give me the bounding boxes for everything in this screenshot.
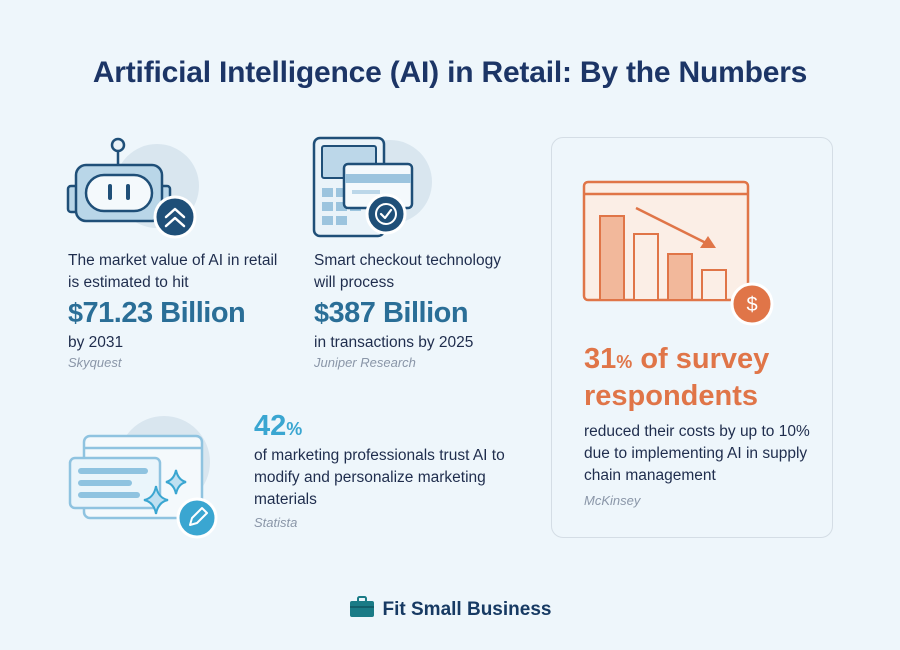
robot-icon	[62, 134, 202, 244]
briefcase-logo-icon	[349, 596, 375, 623]
marketing-text: of marketing professionals trust AI to m…	[254, 447, 505, 508]
marketing-percent-number: 42	[254, 410, 287, 442]
supply-chain-percent-number: 31	[584, 343, 617, 375]
market-currency: $	[68, 298, 83, 328]
supply-chain-source: McKinsey	[584, 493, 641, 508]
market-value-number: 71.23 Billion	[82, 297, 246, 329]
market-value: $71.23 Billion	[68, 297, 278, 330]
svg-text:$: $	[746, 294, 757, 316]
market-stat: The market value of AI in retail is esti…	[68, 250, 278, 370]
page-title: Artificial Intelligence (AI) in Retail: …	[92, 56, 808, 89]
checkout-value-number: 387 Billion	[328, 297, 469, 329]
supply-chain-headline-rest: of survey respondents	[584, 343, 770, 412]
marketing-stat: 42% of marketing professionals trust AI …	[254, 410, 524, 530]
supply-chain-text: reduced their costs by up to 10% due to …	[584, 423, 810, 484]
market-suffix: by 2031	[68, 334, 124, 351]
checkout-intro: Smart checkout technology will process	[314, 252, 501, 291]
footer-brand: Fit Small Business	[0, 596, 900, 623]
supply-chain-headline: 31% of survey respondents	[584, 342, 824, 413]
market-intro: The market value of AI in retail is esti…	[68, 252, 278, 291]
ai-sparkle-edit-icon	[64, 410, 224, 540]
checkout-suffix: in transactions by 2025	[314, 334, 474, 351]
checkout-source: Juniper Research	[314, 355, 416, 370]
checkout-currency: $	[314, 298, 329, 328]
checkout-stat: Smart checkout technology will process $…	[314, 250, 524, 370]
marketing-percent-unit: %	[286, 419, 303, 439]
supply-chain-percent-unit: %	[616, 352, 633, 372]
declining-bar-chart-icon: $	[580, 178, 776, 328]
market-source: Skyquest	[68, 355, 122, 370]
brand-name[interactable]: Fit Small Business	[382, 598, 552, 620]
marketing-percent: 42%	[254, 410, 524, 443]
supply-chain-stat: 31% of survey respondents reduced their …	[584, 342, 824, 508]
pos-terminal-icon	[308, 134, 438, 244]
marketing-source: Statista	[254, 515, 298, 530]
checkout-value: $387 Billion	[314, 297, 524, 330]
